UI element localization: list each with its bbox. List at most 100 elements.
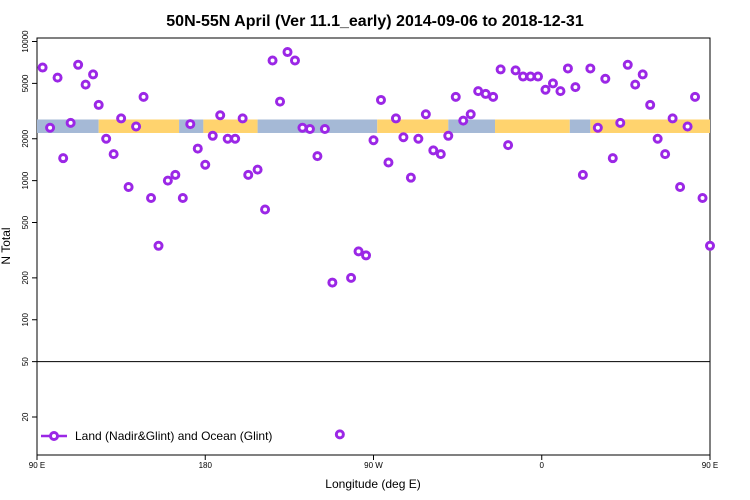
- data-point: [705, 240, 715, 251]
- data-point: [518, 71, 529, 82]
- x-tick-label: 180: [199, 461, 213, 470]
- data-point: [585, 63, 596, 74]
- legend: Land (Nadir&Glint) and Ocean (Glint): [41, 429, 272, 443]
- x-tick-label: 0: [540, 461, 545, 470]
- data-point: [682, 121, 693, 132]
- x-tick-label: 90 E: [702, 461, 718, 470]
- data-point: [398, 132, 409, 143]
- data-point: [123, 181, 134, 192]
- x-axis-label: Longitude (deg E): [325, 477, 420, 491]
- data-point: [37, 62, 48, 73]
- data-point: [615, 117, 626, 128]
- data-point: [420, 109, 431, 120]
- data-point: [622, 59, 633, 70]
- data-point: [304, 124, 315, 135]
- data-point: [275, 96, 286, 107]
- y-tick-label: 50: [21, 357, 30, 366]
- data-point: [368, 135, 379, 146]
- data-point: [116, 113, 127, 124]
- data-point: [282, 47, 293, 58]
- data-point: [93, 99, 104, 110]
- band-segment-ocean: [448, 119, 496, 133]
- data-point: [495, 64, 506, 75]
- data-point: [405, 172, 416, 183]
- data-point: [319, 124, 330, 135]
- y-axis-label: N Total: [0, 227, 13, 264]
- data-point: [237, 113, 248, 124]
- data-point: [65, 117, 76, 128]
- band-segment-land: [495, 119, 570, 133]
- data-point: [488, 91, 499, 102]
- land-ocean-band: [37, 119, 710, 133]
- data-point: [375, 94, 386, 105]
- data-point: [45, 122, 56, 133]
- x-tick-label: 90 E: [29, 461, 45, 470]
- data-point: [540, 84, 551, 95]
- data-point: [690, 91, 701, 102]
- data-point: [637, 69, 648, 80]
- x-tick-label: 90 W: [364, 461, 383, 470]
- data-point: [533, 71, 544, 82]
- data-point: [207, 130, 218, 141]
- y-tick-label: 5000: [21, 74, 30, 92]
- data-point: [146, 193, 157, 204]
- data-point: [252, 164, 263, 175]
- chart-title: 50N-55N April (Ver 11.1_early) 2014-09-0…: [166, 13, 584, 30]
- data-point: [289, 55, 300, 66]
- data-point: [562, 63, 573, 74]
- data-point: [58, 153, 69, 164]
- data-point: [222, 133, 233, 144]
- data-point: [230, 133, 241, 144]
- data-point: [675, 181, 686, 192]
- data-point: [297, 122, 308, 133]
- data-points: [37, 47, 715, 440]
- data-point: [600, 73, 611, 84]
- data-point: [361, 250, 372, 261]
- data-point: [215, 110, 226, 121]
- data-point: [667, 113, 678, 124]
- data-point: [630, 79, 641, 90]
- band-segment-ocean: [569, 119, 591, 133]
- data-point: [243, 169, 254, 180]
- data-point: [592, 122, 603, 133]
- data-point: [570, 82, 581, 93]
- data-point: [577, 169, 588, 180]
- data-point: [443, 130, 454, 141]
- data-point: [435, 149, 446, 160]
- y-tick-label: 200: [21, 271, 30, 285]
- data-point: [503, 140, 514, 151]
- data-point: [88, 69, 99, 80]
- data-point: [383, 157, 394, 168]
- legend-marker: [49, 431, 59, 441]
- data-point: [170, 169, 181, 180]
- y-tick-label: 1000: [21, 171, 30, 189]
- data-point: [52, 72, 63, 83]
- data-point: [390, 113, 401, 124]
- y-tick-label: 100: [21, 313, 30, 327]
- data-point: [101, 133, 112, 144]
- data-point: [645, 99, 656, 110]
- data-point: [327, 277, 338, 288]
- plot-area: [36, 37, 711, 456]
- band-segment-ocean: [257, 119, 378, 133]
- data-point: [510, 65, 521, 76]
- data-point: [192, 143, 203, 154]
- data-point: [80, 79, 91, 90]
- x-axis: 90 E 180 90 W 0 90 E: [29, 455, 718, 470]
- data-point: [200, 159, 211, 170]
- data-point: [353, 246, 364, 257]
- data-point: [108, 149, 119, 160]
- data-point: [458, 115, 469, 126]
- data-point: [138, 91, 149, 102]
- y-tick-label: 2000: [21, 129, 30, 147]
- data-point: [555, 86, 566, 97]
- y-tick-label: 500: [21, 215, 30, 229]
- data-point: [131, 121, 142, 132]
- data-point: [607, 153, 618, 164]
- data-point: [177, 193, 188, 204]
- data-point: [428, 145, 439, 156]
- data-point: [346, 272, 357, 283]
- data-point: [312, 151, 323, 162]
- data-point: [525, 71, 536, 82]
